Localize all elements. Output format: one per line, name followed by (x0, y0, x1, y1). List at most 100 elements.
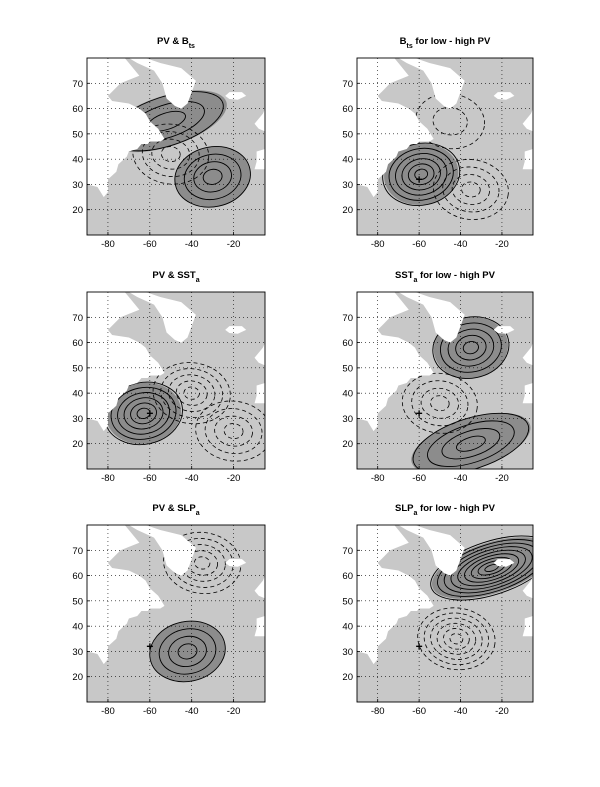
panel-title: PV & SSTa (152, 270, 199, 284)
x-tick-label: -80 (371, 706, 385, 717)
y-tick-label: 70 (342, 313, 353, 324)
title-subscript: a (196, 277, 200, 284)
contour-positive-0-1 (202, 168, 223, 185)
contour-negative-2-3 (204, 408, 263, 455)
panel-2: + -80 -60 -40 -20 20 30 40 50 60 70 Bts for low - h… (342, 36, 534, 250)
y-tick-label: 60 (342, 338, 353, 349)
title-subscript: ts (407, 43, 413, 50)
contour-negative-1-1 (449, 633, 464, 645)
contour-negative-1-1 (183, 386, 200, 400)
reference-marker: + (416, 172, 423, 186)
y-tick-label: 70 (342, 546, 353, 557)
panel-title: SLPa for low - high PV (395, 503, 496, 517)
y-tick-label: 40 (72, 622, 83, 633)
panel-title: PV & SLPa (152, 503, 199, 517)
contour-positive-0-6 (450, 546, 533, 590)
contour-negative-1-2 (443, 628, 470, 650)
contour-negative-1-5 (152, 362, 231, 425)
y-tick-label: 20 (72, 439, 83, 450)
contour-negative-1-3 (168, 374, 216, 412)
x-tick-label: -40 (454, 473, 468, 484)
contour-negative-1-4 (430, 617, 483, 660)
europe-land (522, 525, 533, 637)
contour-negative-2-1 (432, 107, 468, 136)
title-subscript: ts (189, 43, 195, 50)
panel-title: SSTa for low - high PV (395, 270, 496, 284)
reference-marker: + (146, 639, 153, 653)
north-america-land (87, 525, 165, 665)
panel-5: + -80 -60 -40 -20 20 30 40 50 60 70 PV & SLPa (72, 503, 266, 717)
axes-frame (86, 291, 266, 470)
y-tick-label: 50 (72, 596, 83, 607)
contour-positive-0-2 (407, 163, 435, 186)
y-tick-label: 50 (342, 596, 353, 607)
contour-positive-1-1 (455, 435, 486, 452)
contour-positive-0-2 (455, 334, 487, 361)
contour-negative-1-2 (175, 380, 208, 406)
greenland-land (128, 525, 196, 576)
contour-positive-0-5 (388, 147, 454, 201)
panel-6: + -80 -60 -40 -20 20 30 40 50 60 70 SLPa for low - … (342, 503, 534, 717)
y-tick-label: 30 (72, 414, 83, 425)
contour-positive-0-3 (158, 628, 217, 675)
axes-frame (86, 524, 266, 703)
europe-land (522, 292, 533, 404)
x-tick-label: -20 (227, 239, 241, 250)
y-tick-label: 50 (342, 129, 353, 140)
y-tick-label: 70 (342, 79, 353, 90)
y-tick-label: 70 (72, 546, 83, 557)
y-tick-label: 20 (342, 672, 353, 683)
contour-positive-0-2 (193, 161, 232, 193)
title-main: SLP (395, 503, 414, 514)
contour-positive-0-4 (464, 553, 520, 583)
contour-positive-0-5 (457, 549, 526, 587)
contour-positive-0-4 (174, 146, 251, 208)
contour-negative-2-1 (160, 146, 181, 163)
title-main: PV & B (157, 36, 189, 47)
title-main: B (400, 36, 407, 47)
contour-positive-0-6 (382, 142, 461, 206)
panel-content (357, 292, 533, 469)
reference-marker: + (146, 406, 153, 420)
panel-content (87, 292, 265, 469)
y-tick-label: 30 (342, 414, 353, 425)
panel-title: Bts for low - high PV (400, 36, 491, 50)
axes-frame (86, 57, 266, 236)
iceland-land (493, 326, 515, 334)
y-tick-label: 20 (72, 205, 83, 216)
contour-negative-1-2 (451, 174, 491, 205)
title-suffix: for low - high PV (417, 270, 495, 281)
contour-positive-1-2 (441, 428, 501, 460)
y-tick-label: 70 (72, 79, 83, 90)
contour-positive-0-1 (462, 341, 479, 355)
y-tick-label: 20 (72, 672, 83, 683)
title-subscript: a (414, 277, 418, 284)
y-tick-label: 50 (342, 363, 353, 374)
axes-frame (356, 57, 534, 236)
contour-positive-0-2 (168, 635, 207, 668)
x-tick-label: -20 (495, 473, 509, 484)
y-tick-label: 30 (72, 647, 83, 658)
x-tick-label: -60 (143, 239, 157, 250)
contour-positive-1-4 (412, 412, 530, 469)
contour-negative-2-2 (420, 387, 459, 419)
y-tick-label: 20 (342, 439, 353, 450)
y-tick-label: 40 (342, 622, 353, 633)
contour-positive-0-5 (110, 386, 177, 440)
contour-positive-0-4 (440, 322, 502, 373)
x-tick-label: -40 (185, 706, 199, 717)
greenland-land (128, 58, 196, 109)
panel-3: + -80 -60 -40 -20 20 30 40 50 60 70 PV & SSTa (72, 270, 266, 484)
x-tick-label: -20 (495, 239, 509, 250)
contour-positive-0-9 (430, 535, 533, 601)
contour-negative-2-4 (401, 372, 478, 434)
x-tick-label: -40 (454, 239, 468, 250)
contour-positive-0-5 (432, 316, 510, 379)
x-tick-label: -40 (454, 706, 468, 717)
europe-land (254, 292, 265, 404)
north-america-land (357, 292, 434, 432)
europe-land (522, 58, 533, 170)
x-tick-label: -20 (227, 473, 241, 484)
panel-content (357, 58, 533, 235)
